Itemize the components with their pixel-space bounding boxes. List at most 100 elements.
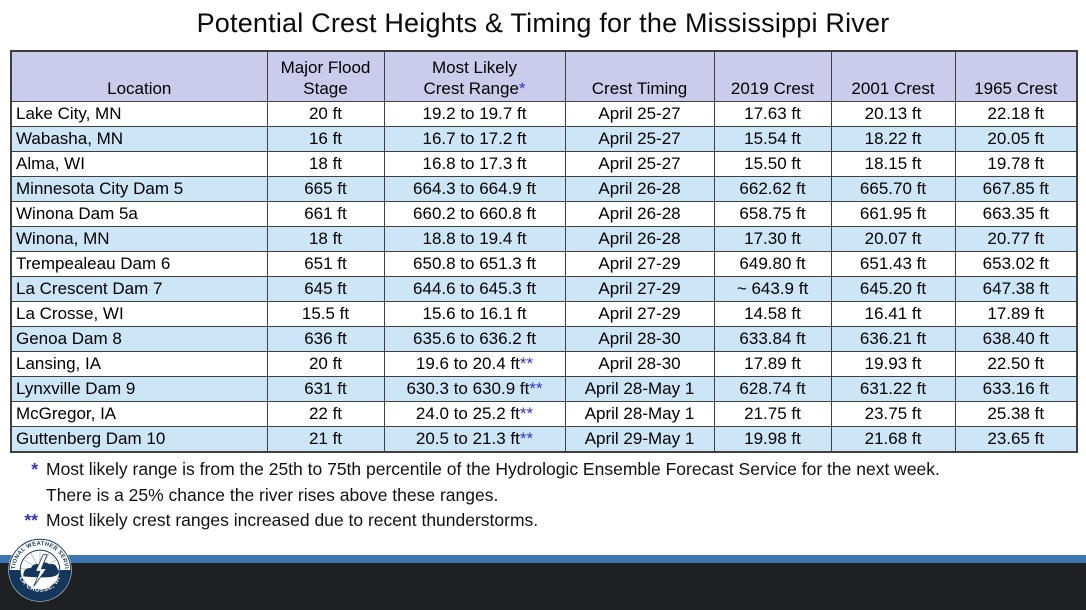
footnote-marker: *	[518, 78, 526, 98]
table-cell: April 28-30	[564, 325, 715, 352]
column-header: 2001 Crest	[830, 50, 956, 102]
table-cell: April 28-30	[564, 350, 715, 377]
table-row: Lynxville Dam 9 631 ft 630.3 to 630.9 ft**…	[10, 375, 1078, 402]
table-cell: 21 ft	[266, 425, 385, 452]
table-cell: 664.3 to 664.9 ft	[383, 175, 566, 202]
table-cell: 17.63 ft	[713, 100, 832, 127]
column-header: Most Likely Crest Range*	[383, 50, 566, 102]
table-cell: 14.58 ft	[713, 300, 832, 327]
table-cell: 17.89 ft	[954, 300, 1078, 327]
table-cell: 653.02 ft	[954, 250, 1078, 277]
table-row: Lake City, MN 20 ft 19.2 to 19.7 ft April 2…	[10, 100, 1078, 127]
page-title: Potential Crest Heights & Timing for the…	[196, 8, 890, 38]
table-cell: 651 ft	[266, 250, 385, 277]
table-cell: 658.75 ft	[713, 200, 832, 227]
table-cell: 633.84 ft	[713, 325, 832, 352]
footnotes: * Most likely range is from the 25th to 7…	[10, 457, 1070, 534]
table-cell: 630.3 to 630.9 ft**	[383, 375, 566, 402]
table-cell: 15.5 ft	[266, 300, 385, 327]
table-cell: 21.75 ft	[713, 400, 832, 427]
table-header: Location Major Flood Stage Most Likely Crest…	[10, 50, 1078, 102]
table-cell: 633.16 ft	[954, 375, 1078, 402]
location-cell: Trempealeau Dam 6	[10, 250, 268, 277]
table-cell: 15.50 ft	[713, 150, 832, 177]
location-cell: Wabasha, MN	[10, 125, 268, 152]
table-cell: 17.30 ft	[713, 225, 832, 252]
table-cell: 644.6 to 645.3 ft	[383, 275, 566, 302]
table-cell: 22.18 ft	[954, 100, 1078, 127]
table-cell: 631 ft	[266, 375, 385, 402]
table-cell: April 27-29	[564, 275, 715, 302]
table-cell: April 28-May 1	[564, 400, 715, 427]
footer-bar: NATIONAL WEATHER SERVICE • LA CROSSE, WI	[0, 563, 1086, 610]
table-cell: 635.6 to 636.2 ft	[383, 325, 566, 352]
table-cell: 15.6 to 16.1 ft	[383, 300, 566, 327]
table-cell: 650.8 to 651.3 ft	[383, 250, 566, 277]
nws-lacrosse-logo-icon: NATIONAL WEATHER SERVICE LA CROSSE, WI	[8, 538, 72, 602]
table-cell: 663.35 ft	[954, 200, 1078, 227]
footnote-marker: *	[31, 459, 38, 479]
table-cell: 651.43 ft	[830, 250, 956, 277]
location-cell: Genoa Dam 8	[10, 325, 268, 352]
footnote-text: There is a 25% chance the river rises ab…	[46, 484, 499, 505]
location-cell: McGregor, IA	[10, 400, 268, 427]
location-cell: Lake City, MN	[10, 100, 268, 127]
table-cell: April 26-28	[564, 175, 715, 202]
table-cell: 661 ft	[266, 200, 385, 227]
table-cell: 20.13 ft	[830, 100, 956, 127]
footnote-marker: **	[24, 510, 38, 530]
location-cell: Lansing, IA	[10, 350, 268, 377]
table-cell: April 28-May 1	[564, 375, 715, 402]
table-cell: 18 ft	[266, 150, 385, 177]
table-cell: 20 ft	[266, 350, 385, 377]
footnote-line: ** Most likely crest ranges increased due…	[10, 508, 1070, 534]
footnote-marker	[10, 483, 38, 509]
footnote-text: Most likely crest ranges increased due t…	[46, 510, 539, 530]
table-row: Genoa Dam 8 636 ft 635.6 to 636.2 ft April …	[10, 325, 1078, 352]
table-cell: 25.38 ft	[954, 400, 1078, 427]
table-row: Winona, MN 18 ft 18.8 to 19.4 ft April 26-2…	[10, 225, 1078, 252]
table-cell: 638.40 ft	[954, 325, 1078, 352]
table-cell: 662.62 ft	[713, 175, 832, 202]
table-cell: 19.2 to 19.7 ft	[383, 100, 566, 127]
column-header: 2019 Crest	[713, 50, 832, 102]
table-cell: 636 ft	[266, 325, 385, 352]
table-cell: 16.41 ft	[830, 300, 956, 327]
table-row: Lansing, IA 20 ft 19.6 to 20.4 ft** April 2…	[10, 350, 1078, 377]
table-cell: 16.7 to 17.2 ft	[383, 125, 566, 152]
column-header: Location	[10, 50, 268, 102]
crest-table: Location Major Flood Stage Most Likely Crest…	[10, 50, 1078, 453]
table-cell: 20.77 ft	[954, 225, 1078, 252]
table-cell: 24.0 to 25.2 ft**	[383, 400, 566, 427]
table-cell: April 25-27	[564, 150, 715, 177]
table-row: Guttenberg Dam 10 21 ft 20.5 to 21.3 ft** A…	[10, 425, 1078, 452]
table-cell: 18.8 to 19.4 ft	[383, 225, 566, 252]
table-cell: 21.68 ft	[830, 425, 956, 452]
footnote-marker: **	[519, 428, 534, 448]
table-cell: ~ 643.9 ft	[713, 275, 832, 302]
footnote-line: There is a 25% chance the river rises ab…	[10, 483, 1070, 509]
table-cell: 665.70 ft	[830, 175, 956, 202]
table-cell: 15.54 ft	[713, 125, 832, 152]
table-cell: 645.20 ft	[830, 275, 956, 302]
table-cell: 17.89 ft	[713, 350, 832, 377]
table-cell: 18.15 ft	[830, 150, 956, 177]
table-cell: 19.78 ft	[954, 150, 1078, 177]
table-cell: 22.50 ft	[954, 350, 1078, 377]
table-cell: 20.05 ft	[954, 125, 1078, 152]
table-cell: April 26-28	[564, 200, 715, 227]
table-cell: 20.07 ft	[830, 225, 956, 252]
location-cell: Winona Dam 5a	[10, 200, 268, 227]
table-cell: April 27-29	[564, 250, 715, 277]
table-cell: 631.22 ft	[830, 375, 956, 402]
table-cell: 20 ft	[266, 100, 385, 127]
table-row: La Crescent Dam 7 645 ft 644.6 to 645.3 ft…	[10, 275, 1078, 302]
header-row: Location Major Flood Stage Most Likely Crest…	[10, 50, 1078, 102]
table-cell: 19.6 to 20.4 ft**	[383, 350, 566, 377]
table-cell: 628.74 ft	[713, 375, 832, 402]
footnote-marker: **	[529, 378, 543, 398]
table-row: Trempealeau Dam 6 651 ft 650.8 to 651.3 ft…	[10, 250, 1078, 277]
table-cell: 661.95 ft	[830, 200, 956, 227]
table-cell: April 25-27	[564, 125, 715, 152]
